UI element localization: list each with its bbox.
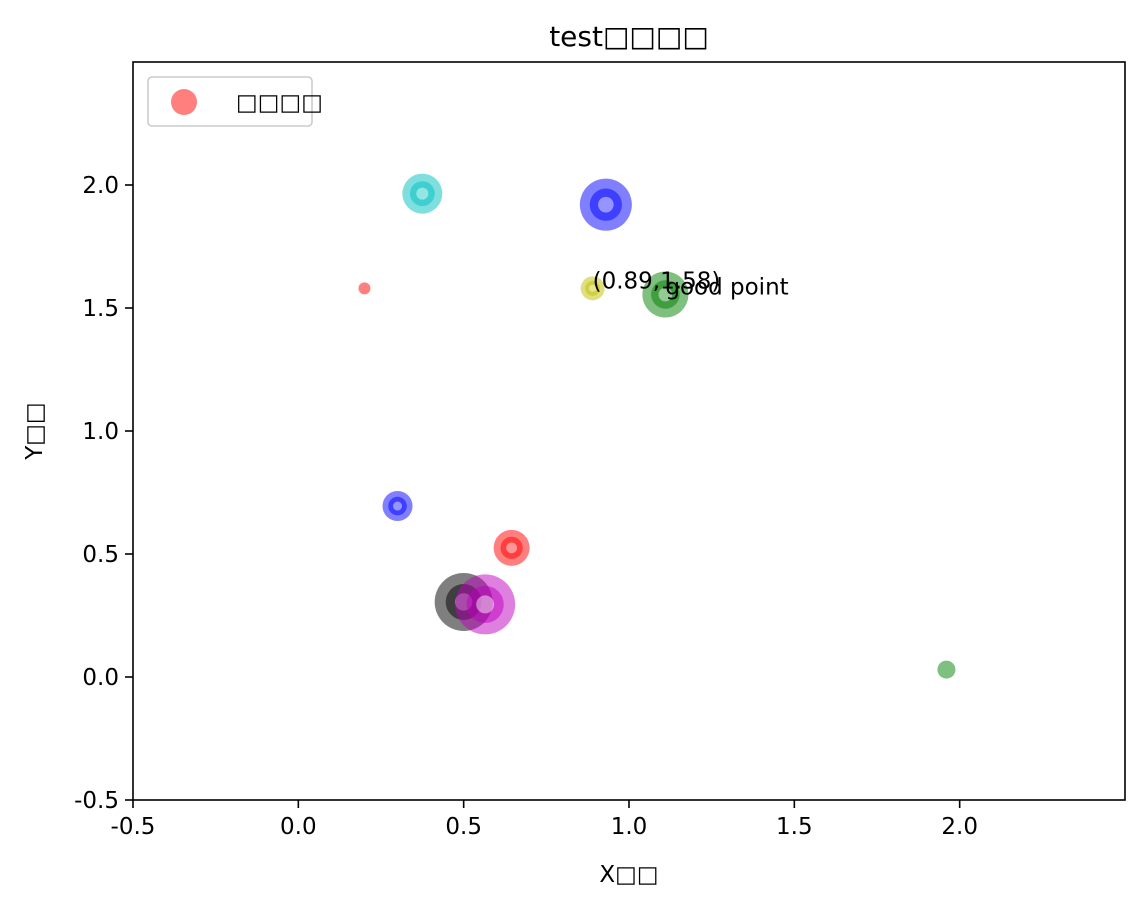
y-axis-label: Y□□ bbox=[22, 402, 48, 461]
scatter-point bbox=[580, 276, 605, 301]
y-tick-label: -0.5 bbox=[74, 788, 119, 814]
point-core bbox=[589, 284, 597, 292]
y-tick-label: 1.5 bbox=[82, 296, 119, 322]
x-tick-label: 0.0 bbox=[280, 814, 317, 840]
data-points bbox=[358, 173, 956, 679]
point-core bbox=[598, 196, 614, 213]
annotation-label: (0.89,1.58) bbox=[593, 268, 721, 294]
y-tick-label: 2.0 bbox=[82, 173, 119, 199]
x-axis-label: X□□ bbox=[599, 862, 658, 888]
annotations: (0.89,1.58)good point bbox=[593, 268, 789, 300]
y-axis-ticks: -0.5 0.0 0.5 1.0 1.5 2.0 bbox=[74, 173, 133, 814]
point-ring bbox=[500, 536, 523, 560]
annotation-label: good point bbox=[665, 274, 788, 300]
x-tick-label: 0.5 bbox=[445, 814, 482, 840]
point-ring bbox=[409, 181, 435, 207]
point-ring bbox=[651, 280, 680, 309]
scatter-point bbox=[382, 491, 413, 522]
legend-marker bbox=[171, 89, 197, 115]
point-ring bbox=[466, 585, 504, 624]
point-core bbox=[476, 595, 495, 614]
plot-frame bbox=[132, 61, 1126, 801]
point-ring bbox=[388, 496, 407, 516]
point-core bbox=[506, 542, 518, 554]
scatter-point bbox=[937, 660, 956, 679]
scatter-point bbox=[642, 271, 689, 318]
chart-title: test□□□□ bbox=[549, 20, 709, 53]
point-core bbox=[393, 501, 403, 511]
x-tick-label: 2.0 bbox=[941, 814, 978, 840]
x-axis-ticks: -0.5 0.0 0.5 1.0 1.5 2.0 bbox=[111, 800, 978, 840]
legend-label: □□□□ bbox=[236, 90, 323, 116]
point-outer bbox=[358, 282, 371, 295]
x-tick-label: 1.0 bbox=[611, 814, 648, 840]
scatter-point bbox=[358, 282, 371, 295]
scatter-point bbox=[493, 529, 530, 566]
y-tick-label: 0.0 bbox=[82, 665, 119, 691]
point-outer bbox=[937, 660, 956, 679]
x-tick-label: -0.5 bbox=[111, 814, 156, 840]
y-tick-label: 1.0 bbox=[82, 419, 119, 445]
point-core bbox=[658, 287, 673, 302]
scatter-point bbox=[579, 178, 632, 231]
y-tick-label: 0.5 bbox=[82, 542, 119, 568]
point-ring bbox=[585, 280, 601, 296]
legend: □□□□ bbox=[147, 76, 323, 127]
scatter-point bbox=[455, 574, 516, 635]
point-core bbox=[416, 187, 429, 200]
scatter-point bbox=[402, 173, 443, 214]
x-tick-label: 1.5 bbox=[776, 814, 813, 840]
point-ring bbox=[589, 188, 622, 221]
